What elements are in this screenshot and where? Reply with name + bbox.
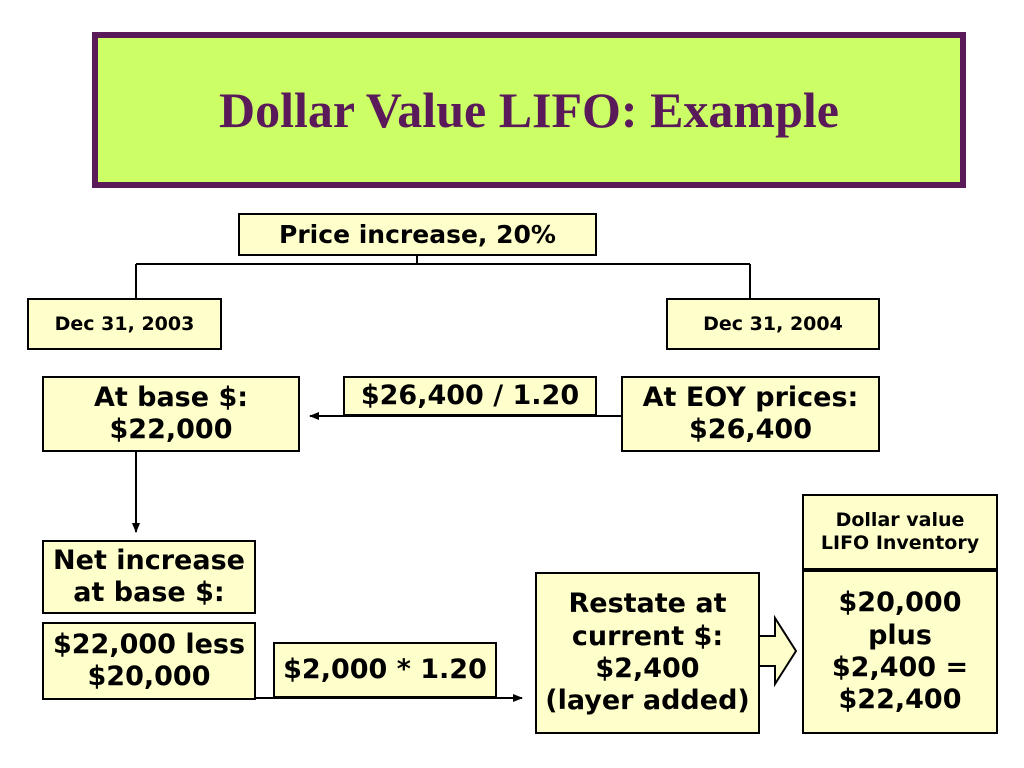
node-text: $22,400 <box>838 684 962 716</box>
node-text: $26,400 <box>689 414 812 445</box>
node-text: $22,000 <box>109 414 233 445</box>
node-text: $2,000 * 1.20 <box>283 653 487 685</box>
node-text: $2,400 <box>595 653 700 684</box>
node-text: LIFO Inventory <box>820 532 980 554</box>
node-box: $2,000 * 1.20 <box>273 642 497 698</box>
node-text: current $: <box>571 620 724 652</box>
title: Dollar Value LIFO: Example <box>92 32 966 188</box>
node-text: $22,000 less <box>52 628 246 660</box>
node-text: plus <box>868 619 932 651</box>
node-box: $20,000 plus $2,400 = $22,400 <box>802 570 998 734</box>
node-box: Net increase at base $: <box>42 540 256 614</box>
node-text: At EOY prices: <box>642 381 859 413</box>
node-text: Dec 31, 2004 <box>703 312 843 335</box>
node-text: (layer added) <box>545 685 750 717</box>
node-text: $26,400 / 1.20 <box>360 379 580 411</box>
node-text: Net increase <box>53 544 245 576</box>
node-text: Dec 31, 2003 <box>54 312 195 335</box>
node-text: Price increase, 20% <box>279 219 556 249</box>
node-box: Dec 31, 2003 <box>27 298 222 350</box>
node-text: at base $: <box>73 577 225 608</box>
node-text: $20,000 <box>87 661 211 692</box>
node-box: Restate at current $: $2,400 (layer added) <box>535 572 760 734</box>
node-text: Restate at <box>568 588 727 620</box>
node-box: At EOY prices: $26,400 <box>621 376 880 452</box>
node-box: $26,400 / 1.20 <box>343 376 597 416</box>
node-text: Dollar value <box>835 509 965 532</box>
node-box: At base $: $22,000 <box>42 376 300 452</box>
node-text: At base $: <box>93 381 249 413</box>
node-text: $2,400 = <box>831 652 969 683</box>
node-text: $20,000 <box>838 587 962 619</box>
node-box: Dollar value LIFO Inventory <box>802 494 998 570</box>
node-box: Dec 31, 2004 <box>666 298 880 350</box>
node-box: $22,000 less $20,000 <box>42 622 256 700</box>
node-box: Price increase, 20% <box>238 213 597 256</box>
